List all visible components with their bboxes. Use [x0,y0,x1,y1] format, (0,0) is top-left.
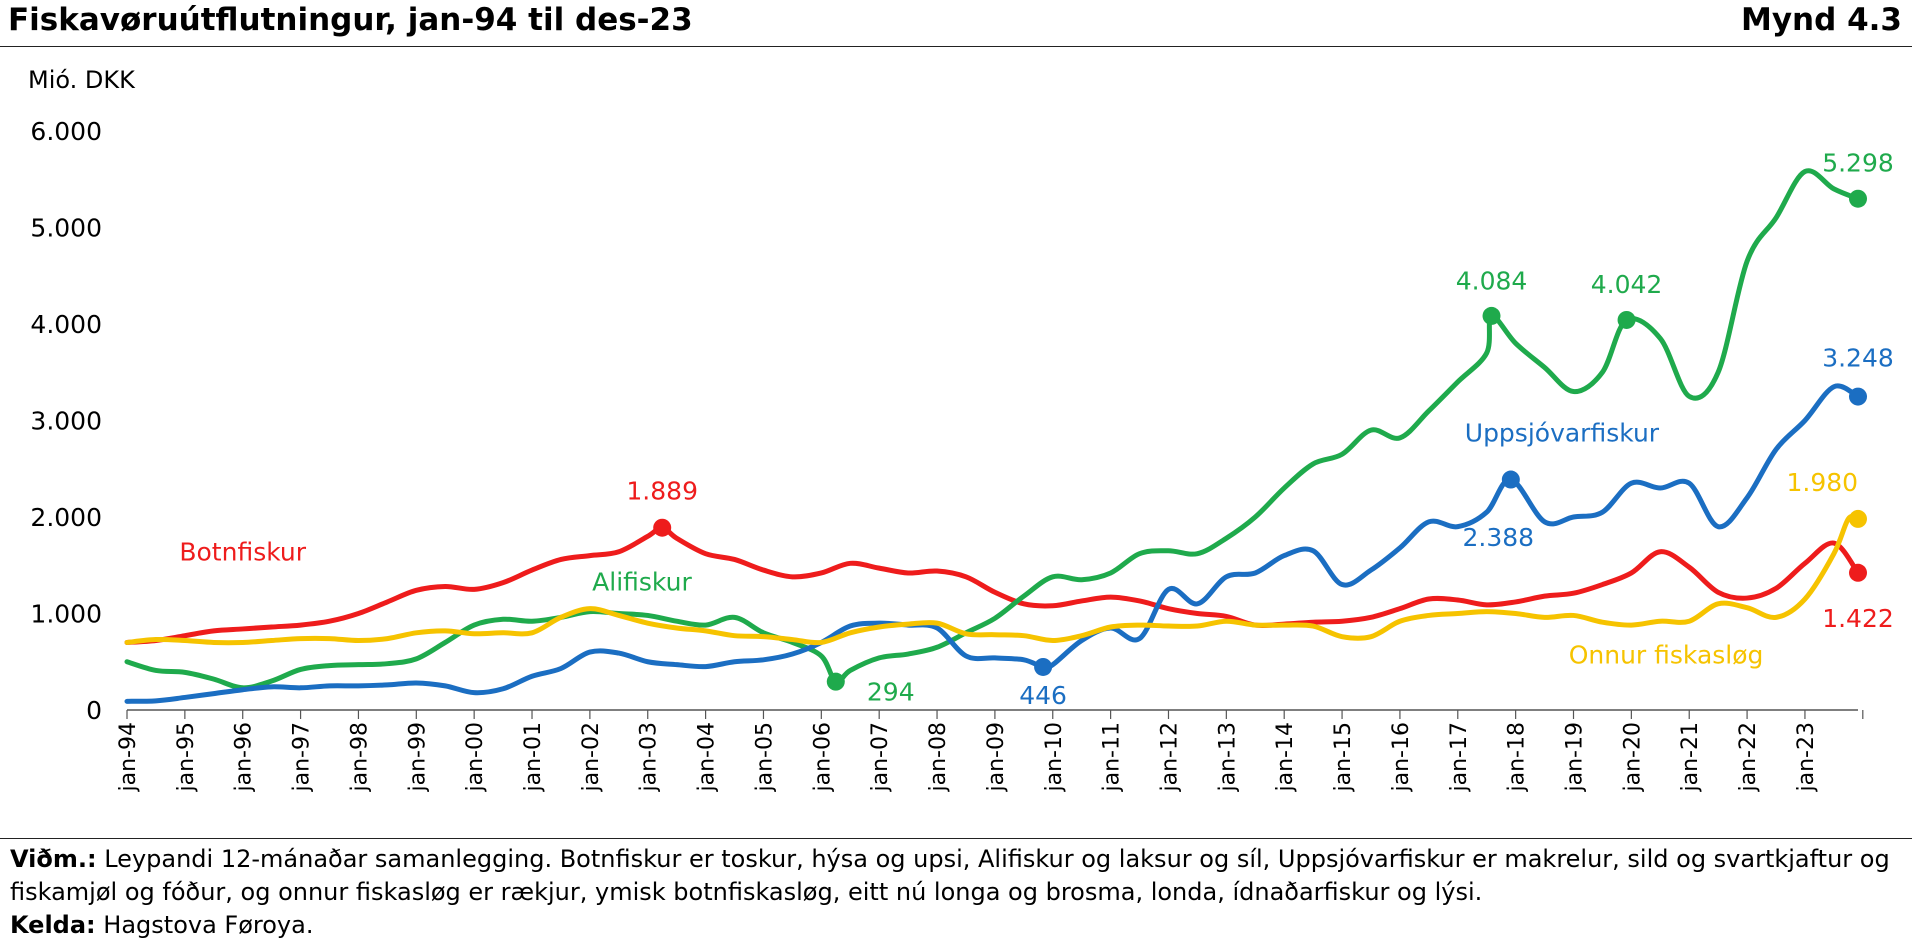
data-point-marker [1849,563,1867,582]
series-line-alifiskur [124,168,1861,691]
x-tick-label: jan-07 [868,722,893,792]
x-tick-label: jan-98 [347,722,372,792]
chart-title: Fiskavøruútflutningur, jan-94 til des-23 [8,2,693,38]
data-point-label: 4.042 [1591,270,1663,299]
series-lines [124,168,1861,704]
y-tick-label: 0 [86,696,102,725]
x-tick-label: jan-95 [174,722,199,792]
data-point-label: 446 [1019,681,1067,710]
series-labels: Botnfiskur Alifiskur Uppsjóvarfiskur Onnur … [179,419,1763,670]
data-point-marker [826,672,845,691]
x-tick-label: jan-12 [1157,722,1182,792]
series-markers: 1.889 1.422 294 4.084 4.042 5.298 446 2.388 3.24… [626,149,1893,711]
y-tick-label: 3.000 [30,407,102,436]
x-tick-label: jan-94 [116,722,141,792]
data-point-label: 1.422 [1822,604,1894,633]
source-line: Kelda: Hagstova Føroya. [10,909,1902,942]
series-name-label: Uppsjóvarfiskur [1465,419,1660,448]
x-tick-label: jan-18 [1505,722,1530,792]
x-tick-label: jan-14 [1273,722,1298,792]
y-tick-label: 5.000 [30,214,102,243]
y-tick-label: 4.000 [30,310,102,339]
data-point-label: 3.248 [1822,343,1894,372]
x-tick-label: jan-01 [521,722,546,792]
line-chart: Mió. DKK 0 1.000 2.000 3.000 4.000 5.000 6.000… [28,66,1894,792]
x-axis: jan-94 jan-95 jan-96 jan-97 jan-98 jan-99 jan-… [116,709,1864,792]
source-text: Hagstova Føroya. [103,911,314,939]
y-tick-label: 1.000 [30,600,102,629]
figure-label: Mynd 4.3 [1740,2,1902,38]
x-tick-label: jan-21 [1678,722,1703,792]
x-tick-label: jan-05 [752,722,777,792]
data-point-marker [1482,306,1501,325]
y-axis: 0 1.000 2.000 3.000 4.000 5.000 6.000 [30,117,102,725]
data-point-marker [1849,189,1867,208]
y-tick-label: 6.000 [30,117,102,146]
x-tick-label: jan-96 [232,722,257,792]
series-line-botnfiskur [124,525,1861,645]
x-tick-label: jan-15 [1331,722,1356,792]
x-tick-label: jan-06 [810,722,835,792]
x-tick-label: jan-16 [1389,722,1414,792]
chart-footer: Viðm.: Leypandi 12-mánaðar samanlegging.… [0,838,1912,942]
data-point-marker [1849,509,1867,528]
x-tick-label: jan-10 [1042,722,1067,792]
data-point-label: 5.298 [1822,149,1894,178]
series-name-label: Onnur fiskasløg [1569,641,1764,670]
series-line-uppsj-varfiskur [124,383,1861,704]
x-tick-label: jan-99 [405,722,430,792]
data-point-label: 4.084 [1456,266,1528,295]
x-tick-label: jan-03 [637,722,662,792]
chart-header: Fiskavøruútflutningur, jan-94 til des-23… [0,0,1912,47]
x-tick-label: jan-20 [1620,722,1645,792]
series-name-label: Alifiskur [592,567,692,596]
x-tick-label: jan-08 [926,722,951,792]
y-axis-label: Mió. DKK [28,66,136,94]
note-line: Viðm.: Leypandi 12-mánaðar samanlegging.… [10,843,1902,909]
x-tick-label: jan-09 [984,722,1009,792]
data-point-marker [1034,657,1053,676]
x-tick-label: jan-11 [1100,722,1125,792]
x-tick-label: jan-22 [1736,722,1761,792]
note-label: Viðm.: [10,845,97,873]
source-label: Kelda: [10,911,96,939]
y-tick-label: 2.000 [30,503,102,532]
data-point-label: 2.388 [1462,523,1534,552]
data-point-marker [1501,470,1520,489]
data-point-label: 1.889 [626,477,698,506]
x-tick-label: jan-17 [1447,722,1472,792]
series-name-label: Botnfiskur [179,537,306,566]
data-point-marker [653,518,672,537]
series-line-onnur-fiskasl-g [124,513,1861,646]
x-tick-label: jan-97 [290,722,315,792]
x-tick-label: jan-19 [1563,722,1588,792]
data-point-marker [1617,310,1636,329]
note-text: Leypandi 12-mánaðar samanlegging. Botnfi… [10,845,1890,906]
data-point-label: 1.980 [1787,468,1859,497]
data-point-marker [1849,387,1867,406]
x-tick-label: jan-04 [695,722,720,792]
x-tick-label: jan-13 [1215,722,1240,792]
data-point-label: 294 [867,677,915,706]
x-tick-label: jan-00 [463,722,488,792]
x-tick-label: jan-23 [1794,722,1819,792]
x-tick-label: jan-02 [579,722,604,792]
